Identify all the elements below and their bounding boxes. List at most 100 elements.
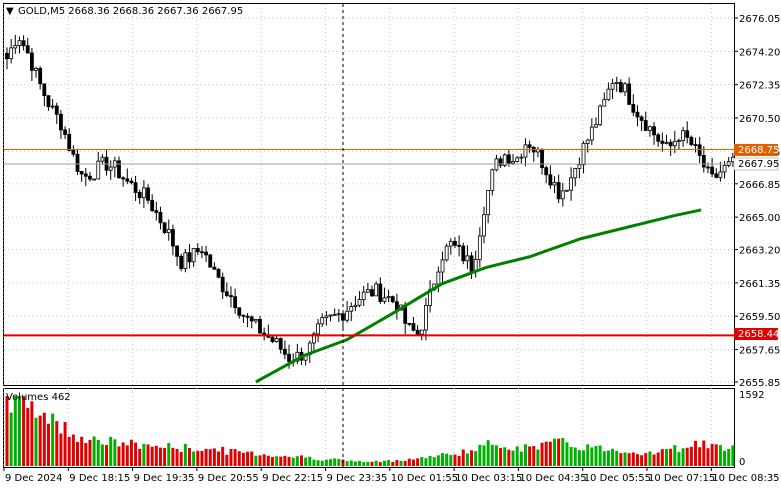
candle-body — [652, 126, 656, 136]
volume-bar — [457, 455, 461, 466]
candle-body — [59, 113, 63, 131]
time-tick-label: 9 Dec 22:15 — [262, 473, 323, 484]
volume-bar — [420, 457, 424, 466]
volume-bar — [370, 461, 374, 466]
candle-body — [9, 47, 14, 60]
candle-body — [440, 259, 445, 273]
price-tick-label: 2655.85 — [739, 378, 780, 389]
volume-bar — [648, 451, 652, 466]
volume-bar — [561, 437, 565, 466]
candle-body — [220, 276, 225, 293]
candle-body — [681, 130, 685, 141]
volume-bar — [333, 458, 337, 466]
volume-bar — [34, 417, 38, 466]
volume-bar — [138, 448, 142, 466]
time-tick-label: 10 Dec 08:35 — [712, 473, 779, 484]
volume-bar — [723, 450, 727, 466]
volume-bar — [163, 447, 167, 466]
volume-bar — [449, 455, 453, 466]
volume-bar — [121, 442, 125, 466]
candle-body — [457, 244, 462, 247]
volume-bar — [142, 443, 146, 466]
candle-body — [477, 235, 482, 260]
candle-body — [714, 173, 719, 178]
volume-bar — [362, 462, 366, 466]
candle-body — [5, 52, 9, 60]
volume-bar — [482, 445, 486, 466]
candle-body — [249, 316, 254, 322]
candle-body — [287, 353, 291, 362]
volume-bar — [287, 456, 291, 466]
candle-body — [75, 153, 80, 172]
volume-bar — [150, 446, 154, 466]
candle-body — [212, 266, 217, 270]
volume-bar — [266, 455, 270, 466]
volume-bar — [436, 455, 440, 466]
candle-body — [672, 140, 677, 147]
candle-body — [548, 174, 553, 186]
candle-body — [623, 83, 627, 93]
volume-bar — [9, 412, 13, 466]
volume-bar — [71, 434, 75, 466]
candle-body — [411, 323, 416, 331]
symbol-ohlc-text: GOLD,M5 2668.36 2668.36 2667.36 2667.95 — [18, 6, 243, 17]
volume-bar — [465, 453, 469, 466]
candle-body — [722, 165, 727, 173]
volume-bar — [685, 447, 689, 466]
time-tick-label: 10 Dec 04:35 — [519, 473, 586, 484]
candle-body — [436, 271, 441, 285]
candle-body — [540, 149, 544, 169]
volume-bar — [453, 454, 457, 466]
volume-bar — [291, 457, 295, 466]
candle-body — [469, 255, 474, 272]
candle-body — [465, 255, 470, 262]
volume-bar — [503, 447, 507, 466]
volume-bar — [100, 444, 104, 466]
candle-body — [519, 156, 524, 159]
candle-body — [498, 158, 503, 166]
orange-level-tag: 2668.75 — [734, 144, 779, 156]
volume-min-label: 0 — [739, 457, 745, 468]
candle-body — [324, 315, 329, 319]
volume-bar — [411, 459, 415, 466]
time-tick-label: 10 Dec 01:55 — [391, 473, 458, 484]
candle-body — [17, 40, 22, 46]
volume-bar — [30, 401, 34, 466]
candle-body — [200, 251, 204, 254]
candle-body — [552, 182, 557, 186]
volume-bar — [445, 453, 449, 466]
volume-bar — [67, 437, 71, 466]
time-tick-label: 9 Dec 19:35 — [134, 473, 195, 484]
candle-body — [614, 81, 619, 84]
volume-bar — [461, 449, 465, 466]
volume-max-label: 1592 — [739, 390, 764, 401]
candle-body — [506, 154, 511, 164]
candle-body — [158, 212, 163, 224]
candle-body — [71, 150, 76, 155]
candle-body — [146, 187, 150, 201]
candle-body — [370, 289, 374, 297]
candle-body — [482, 214, 486, 237]
volume-bar — [511, 450, 515, 466]
candle-body — [710, 166, 715, 175]
volume-bar — [250, 451, 254, 466]
volume-bar — [38, 415, 42, 466]
volume-bar — [416, 458, 420, 466]
candle-body — [656, 134, 661, 142]
volume-bar — [345, 461, 349, 466]
volume-bar — [117, 446, 121, 466]
candle-body — [718, 171, 723, 178]
volume-bar — [324, 459, 328, 466]
candle-body — [46, 95, 51, 108]
volume-bar — [528, 446, 532, 466]
volume-bar — [320, 460, 324, 466]
volume-bar — [664, 449, 668, 466]
volume-bar — [727, 449, 731, 466]
volume-bar — [573, 447, 577, 466]
volume-bar — [270, 457, 274, 466]
candle-body — [183, 252, 188, 269]
chart-menu-icon[interactable]: ▼ — [6, 6, 14, 17]
volume-bar — [167, 443, 171, 466]
volume-bar — [565, 442, 569, 466]
